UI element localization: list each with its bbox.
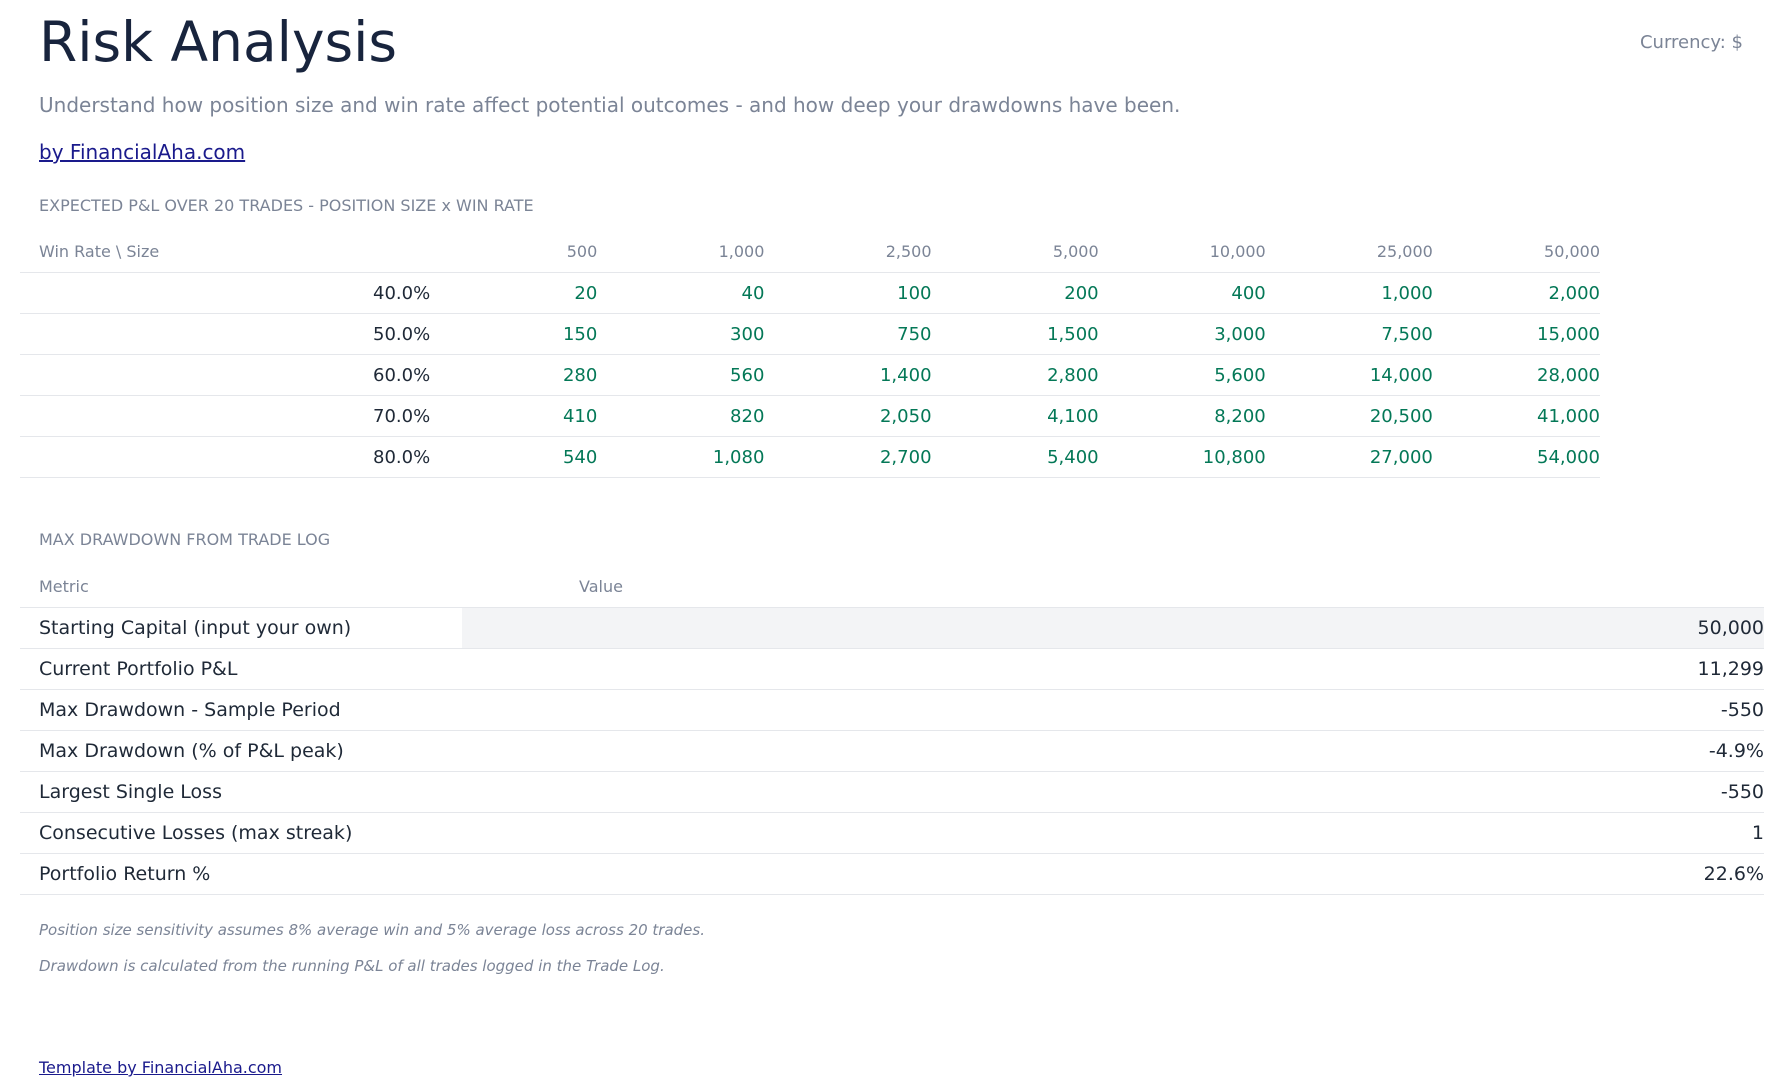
value-column-header: Value <box>462 565 1764 608</box>
column-header: 5,000 <box>931 230 1099 273</box>
pnl-cell: 100 <box>764 272 932 314</box>
pnl-cell: 40 <box>597 272 765 314</box>
pnl-cell: 2,700 <box>764 436 932 478</box>
pnl-cell: 1,400 <box>764 354 932 396</box>
pnl-cell: 280 <box>430 354 598 396</box>
byline-link[interactable]: by FinancialAha.com <box>39 140 246 164</box>
pnl-cell: 4,100 <box>931 395 1099 437</box>
metric-column-header: Metric <box>20 565 462 608</box>
win-rate-label: 50.0% <box>20 313 431 355</box>
table-row: Starting Capital (input your own) 50,000 <box>20 607 1764 649</box>
metric-value: -550 <box>462 689 1764 731</box>
metric-label: Starting Capital (input your own) <box>20 607 462 649</box>
drawdown-table: Metric Value Starting Capital (input you… <box>20 565 1764 895</box>
metric-value: 22.6% <box>462 853 1764 895</box>
pnl-cell: 5,400 <box>931 436 1099 478</box>
pnl-cell: 41,000 <box>1432 395 1600 437</box>
pnl-cell: 410 <box>430 395 598 437</box>
table-row: 80.0% 540 1,080 2,700 5,400 10,800 27,00… <box>20 436 1600 478</box>
pnl-cell: 300 <box>597 313 765 355</box>
table-row: 40.0% 20 40 100 200 400 1,000 2,000 <box>20 272 1600 314</box>
table-row: Max Drawdown (% of P&L peak) -4.9% <box>20 730 1764 772</box>
pnl-cell: 20 <box>430 272 598 314</box>
column-header: 2,500 <box>764 230 932 273</box>
metric-value: -4.9% <box>462 730 1764 772</box>
pnl-cell: 2,000 <box>1432 272 1600 314</box>
pnl-cell: 150 <box>430 313 598 355</box>
drawdown-header-row: Metric Value <box>20 565 1764 608</box>
pnl-cell: 3,000 <box>1098 313 1266 355</box>
pnl-cell: 28,000 <box>1432 354 1600 396</box>
metric-label: Largest Single Loss <box>20 771 462 813</box>
pnl-cell: 1,080 <box>597 436 765 478</box>
footer-link[interactable]: Template by FinancialAha.com <box>39 1058 283 1077</box>
table-row: Portfolio Return % 22.6% <box>20 853 1764 895</box>
table-row: Consecutive Losses (max streak) 1 <box>20 812 1764 854</box>
pnl-cell: 10,800 <box>1098 436 1266 478</box>
page-subtitle: Understand how position size and win rat… <box>39 93 1181 117</box>
pnl-cell: 560 <box>597 354 765 396</box>
metric-label: Consecutive Losses (max streak) <box>20 812 462 854</box>
metric-value: -550 <box>462 771 1764 813</box>
sensitivity-table: Win Rate \ Size 500 1,000 2,500 5,000 10… <box>20 230 1600 478</box>
metric-label: Max Drawdown (% of P&L peak) <box>20 730 462 772</box>
metric-value: 1 <box>462 812 1764 854</box>
metric-label: Portfolio Return % <box>20 853 462 895</box>
pnl-cell: 14,000 <box>1265 354 1433 396</box>
table-row: 70.0% 410 820 2,050 4,100 8,200 20,500 4… <box>20 395 1600 437</box>
footnote: Drawdown is calculated from the running … <box>39 957 665 975</box>
metric-value: 11,299 <box>462 648 1764 690</box>
metric-label: Current Portfolio P&L <box>20 648 462 690</box>
pnl-cell: 20,500 <box>1265 395 1433 437</box>
win-rate-label: 40.0% <box>20 272 431 314</box>
table-row: 50.0% 150 300 750 1,500 3,000 7,500 15,0… <box>20 313 1600 355</box>
pnl-cell: 2,050 <box>764 395 932 437</box>
pnl-cell: 15,000 <box>1432 313 1600 355</box>
win-rate-label: 80.0% <box>20 436 431 478</box>
pnl-cell: 750 <box>764 313 932 355</box>
currency-label: Currency: $ <box>1639 32 1743 53</box>
pnl-cell: 8,200 <box>1098 395 1266 437</box>
table-row: Current Portfolio P&L 11,299 <box>20 648 1764 690</box>
pnl-cell: 1,500 <box>931 313 1099 355</box>
column-header: 25,000 <box>1265 230 1433 273</box>
metric-label: Max Drawdown - Sample Period <box>20 689 462 731</box>
pnl-cell: 820 <box>597 395 765 437</box>
pnl-cell: 54,000 <box>1432 436 1600 478</box>
pnl-cell: 5,600 <box>1098 354 1266 396</box>
page-title: Risk Analysis <box>39 10 398 74</box>
win-rate-label: 70.0% <box>20 395 431 437</box>
pnl-cell: 1,000 <box>1265 272 1433 314</box>
pnl-cell: 540 <box>430 436 598 478</box>
footnote: Position size sensitivity assumes 8% ave… <box>39 921 705 939</box>
column-header: 1,000 <box>597 230 765 273</box>
pnl-cell: 400 <box>1098 272 1266 314</box>
table-row: Max Drawdown - Sample Period -550 <box>20 689 1764 731</box>
corner-label: Win Rate \ Size <box>20 230 431 273</box>
table-row: Largest Single Loss -550 <box>20 771 1764 813</box>
starting-capital-input[interactable]: 50,000 <box>462 607 1764 649</box>
sensitivity-header-row: Win Rate \ Size 500 1,000 2,500 5,000 10… <box>20 230 1600 273</box>
column-header: 50,000 <box>1432 230 1600 273</box>
sensitivity-heading: EXPECTED P&L OVER 20 TRADES - POSITION S… <box>39 196 534 215</box>
drawdown-heading: MAX DRAWDOWN FROM TRADE LOG <box>39 530 331 549</box>
pnl-cell: 7,500 <box>1265 313 1433 355</box>
pnl-cell: 27,000 <box>1265 436 1433 478</box>
table-row: 60.0% 280 560 1,400 2,800 5,600 14,000 2… <box>20 354 1600 396</box>
column-header: 500 <box>430 230 598 273</box>
pnl-cell: 200 <box>931 272 1099 314</box>
win-rate-label: 60.0% <box>20 354 431 396</box>
column-header: 10,000 <box>1098 230 1266 273</box>
pnl-cell: 2,800 <box>931 354 1099 396</box>
